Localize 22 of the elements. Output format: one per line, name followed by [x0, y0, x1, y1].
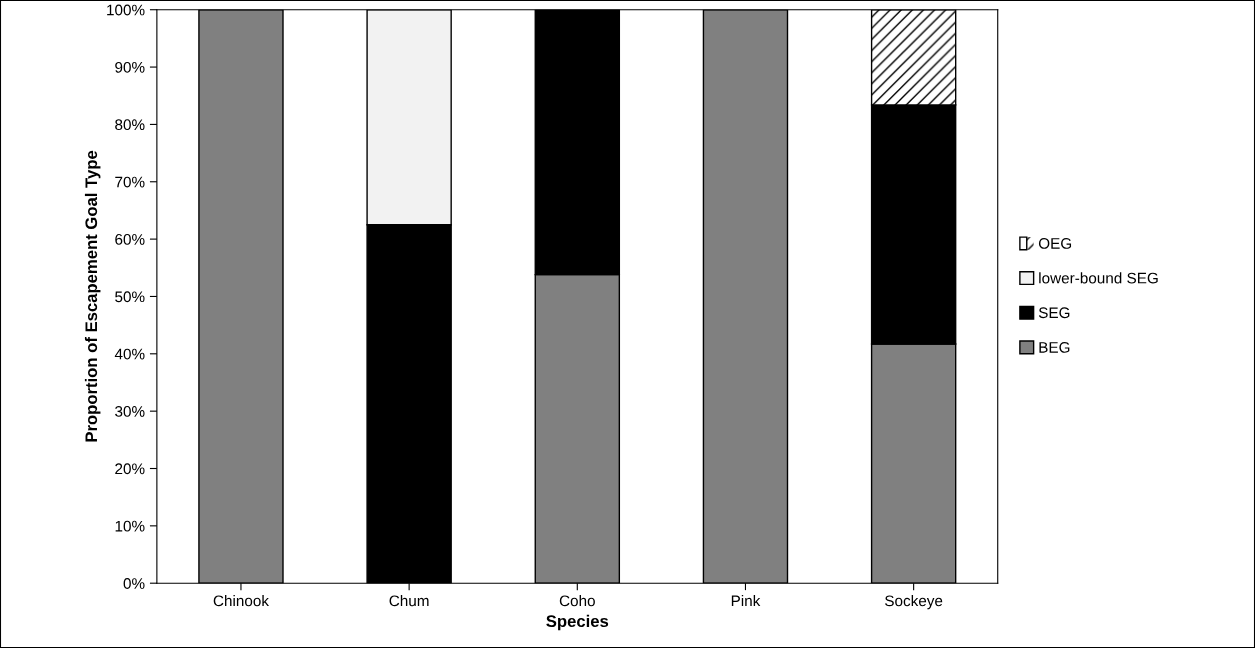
x-tick-label: Sockeye [885, 595, 943, 610]
x-tick-label: Pink [731, 595, 761, 607]
y-tick-label: 60% [115, 233, 145, 245]
y-tick-label: 10% [115, 520, 145, 532]
legend-label: BEG [1039, 341, 1070, 353]
x-tick-label: Coho [559, 595, 595, 607]
y-tick-label: 30% [115, 406, 145, 417]
legend-label: SEG [1038, 307, 1070, 319]
x-axis-title: Species [546, 614, 609, 631]
legend-label: lower-bound SEG [1039, 272, 1158, 284]
y-tick-label: 90% [115, 61, 145, 73]
y-tick-label: 80% [115, 119, 145, 131]
y-tick-label: 70% [115, 176, 145, 188]
y-tick-label: 40% [114, 348, 145, 360]
y-axis-title: Proportion of Escapement Goal Type [84, 150, 101, 442]
x-tick-label: Chinook [213, 595, 270, 607]
y-tick-label: 100% [107, 4, 145, 16]
x-tick-label: Chum [389, 595, 429, 607]
legend-label: OEG [1038, 238, 1072, 249]
y-tick-label: 50% [115, 291, 145, 303]
y-tick-label: 20% [115, 463, 145, 475]
y-tick-label: 0% [123, 578, 145, 589]
